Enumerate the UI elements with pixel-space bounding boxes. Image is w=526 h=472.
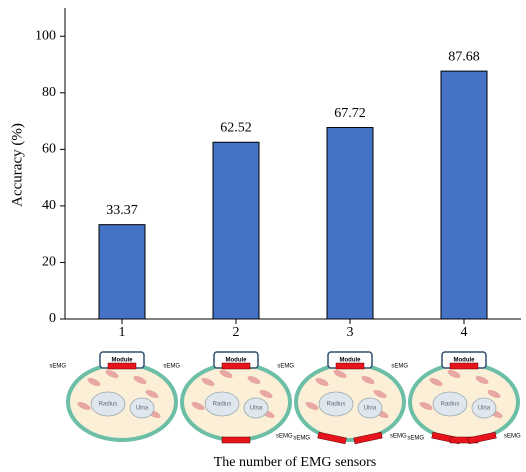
bar (441, 71, 487, 319)
y-axis-label: Accuracy (%) (9, 123, 25, 207)
value-label: 33.37 (106, 203, 138, 218)
bone-label: Ulna (136, 406, 149, 412)
semg-sensor (108, 363, 136, 369)
y-tick-label: 80 (42, 85, 56, 100)
bone-label: Radius (213, 402, 232, 408)
x-tick-label: 3 (347, 325, 354, 340)
module-label: Module (454, 358, 476, 364)
semg-label: sEMG (49, 364, 66, 370)
y-tick-label: 60 (42, 142, 56, 157)
x-tick-label: 2 (233, 325, 240, 340)
value-label: 67.72 (334, 106, 366, 121)
semg-label: sEMG (276, 434, 293, 440)
x-tick-label: 4 (461, 325, 468, 340)
semg-sensor (222, 363, 250, 369)
semg-label: sEMG (504, 434, 521, 440)
value-label: 62.52 (220, 120, 252, 135)
semg-label: sEMG (293, 436, 310, 442)
semg-label: sEMG (390, 434, 407, 440)
y-tick-label: 20 (42, 255, 56, 270)
bone-label: Radius (327, 402, 346, 408)
sensor-diagram: Radius Ulna Module sEMG (49, 352, 176, 440)
bone-label: Radius (99, 402, 118, 408)
bar (213, 142, 259, 319)
bone-label: Radius (441, 402, 460, 408)
bone-label: Ulna (364, 406, 377, 412)
semg-label: sEMG (391, 364, 408, 370)
semg-label: sEMG (407, 436, 424, 442)
x-axis-label: The number of EMG sensors (214, 455, 377, 470)
module-label: Module (340, 358, 362, 364)
bar (99, 225, 145, 319)
sensor-diagram: Radius Ulna Module sEMG sEMG (163, 352, 293, 443)
module-label: Module (226, 358, 248, 364)
y-tick-label: 0 (49, 311, 56, 326)
value-label: 87.68 (448, 49, 480, 64)
semg-label: sEMG (277, 364, 294, 370)
chart: Accuracy (%) The number of EMG sensors 0… (0, 0, 526, 472)
semg-sensor (222, 437, 250, 443)
semg-sensor (450, 363, 478, 369)
semg-sensor (336, 363, 364, 369)
module-label: Module (112, 358, 134, 364)
semg-label: sEMG (163, 364, 180, 370)
y-tick-label: 40 (42, 198, 56, 213)
bone-label: Ulna (478, 406, 491, 412)
bone-label: Ulna (250, 406, 263, 412)
y-tick-label: 100 (35, 28, 56, 43)
x-tick-label: 1 (119, 325, 126, 340)
bar (327, 128, 373, 319)
